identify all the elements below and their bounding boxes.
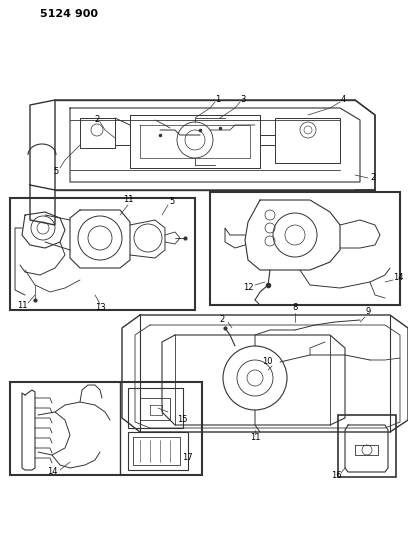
Bar xyxy=(128,432,188,470)
Text: 11: 11 xyxy=(123,196,133,205)
Text: 4: 4 xyxy=(340,94,346,103)
Bar xyxy=(80,118,115,148)
Text: 5: 5 xyxy=(53,166,59,175)
Text: 14: 14 xyxy=(47,467,57,477)
Text: 14: 14 xyxy=(393,273,403,282)
Bar xyxy=(275,118,340,163)
Text: 10: 10 xyxy=(262,358,272,367)
Text: 15: 15 xyxy=(177,416,187,424)
Text: 2: 2 xyxy=(370,174,376,182)
Text: 17: 17 xyxy=(182,454,192,463)
Text: 12: 12 xyxy=(243,282,253,292)
Bar xyxy=(10,382,202,475)
Text: 9: 9 xyxy=(366,308,370,317)
Bar xyxy=(210,192,400,305)
Text: 13: 13 xyxy=(95,303,105,311)
Text: 5: 5 xyxy=(169,197,175,206)
Text: 11: 11 xyxy=(250,432,260,441)
Bar xyxy=(10,198,195,310)
Text: 2: 2 xyxy=(220,316,225,325)
Text: 2: 2 xyxy=(94,115,100,124)
Text: 5124 900: 5124 900 xyxy=(40,9,98,19)
Text: 8: 8 xyxy=(292,303,298,312)
Bar xyxy=(128,388,183,428)
Text: 11: 11 xyxy=(17,302,27,311)
Text: 3: 3 xyxy=(240,94,246,103)
Text: 16: 16 xyxy=(331,472,341,481)
Bar xyxy=(338,415,396,477)
Text: 1: 1 xyxy=(215,94,221,103)
